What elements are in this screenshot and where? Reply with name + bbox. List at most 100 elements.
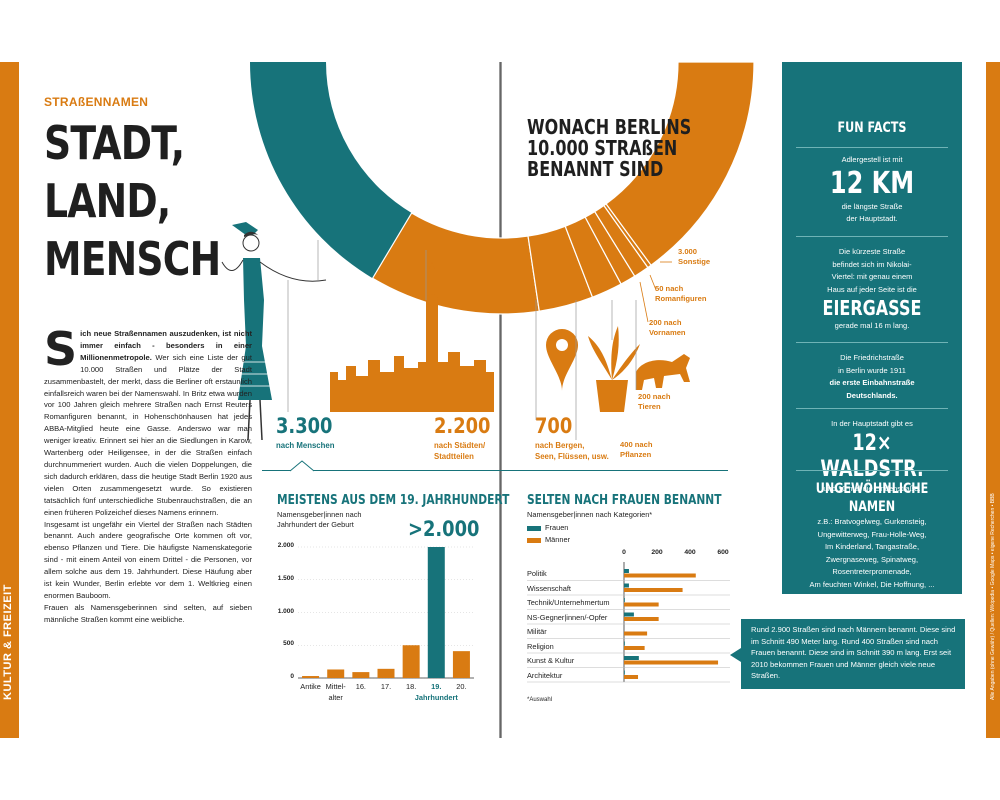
fact-longest-value: 12 KM: [829, 165, 915, 201]
century-xtick: Antike: [300, 682, 321, 691]
century-ytick: 500: [283, 640, 294, 648]
donut-title-line: BENANNT SIND: [527, 157, 664, 181]
stat-novel-label: 50 nach Romanfiguren: [655, 284, 707, 303]
century-ytick: 2.000: [277, 542, 294, 549]
title-line-3: MENSCH: [44, 232, 221, 286]
women-xtick: 200: [651, 549, 663, 556]
donut-title: WONACH BERLINS 10.000 STRAßEN BENANNT SI…: [527, 117, 691, 180]
divider-notch: [290, 460, 315, 472]
women-bar: [624, 583, 629, 588]
women-bar: [624, 670, 625, 675]
legend-label-women: Frauen: [545, 523, 569, 532]
women-category-label: Technik/Unternehmertum: [527, 598, 610, 607]
animal-icon: [636, 354, 690, 390]
woman-illustration: [221, 222, 327, 441]
drop-cap: S: [44, 322, 78, 376]
men-bar: [624, 660, 719, 665]
section-divider: [262, 470, 728, 471]
century-xtick: 16.: [355, 682, 366, 691]
men-bar: [624, 573, 696, 578]
women-chart-subtitle: Namensgeber|innen nach Kategorien*: [527, 510, 653, 519]
women-xtick: 400: [684, 549, 696, 556]
fact-longest: Adlergestell ist mit 12 KM die längste S…: [782, 154, 962, 226]
fact-waldstr: In der Hauptstadt gibt es 12× WALDSTR. u…: [782, 418, 962, 495]
body-paragraph-3: Frauen als Namensgeberinnen sind selten,…: [44, 602, 252, 624]
men-bar: [624, 617, 659, 621]
body-paragraph-1: Wer sich eine Liste der gut 10.000 Straß…: [44, 352, 252, 517]
century-bar: [302, 676, 320, 678]
women-xtick: 600: [717, 549, 729, 556]
donut-title-line: WONACH BERLINS: [527, 115, 692, 139]
stat-firstnames-label: 200 nach Vornamen: [649, 318, 686, 337]
fact-shortest: Die kürzeste Straße befindet sich im Nik…: [782, 246, 962, 333]
location-pin-icon: [546, 329, 578, 391]
stat-people-label: nach Menschen: [276, 441, 335, 450]
left-accent-bar: [0, 62, 19, 738]
women-bar: [624, 612, 634, 617]
women-chart-title: SELTEN NACH FRAUEN BENANNT: [527, 493, 722, 508]
women-xtick: 0: [622, 549, 626, 556]
stat-people-value: 3.300: [276, 414, 333, 438]
century-bar: [377, 668, 395, 678]
fun-facts-title: FUN FACTS: [837, 120, 907, 136]
men-bar: [624, 646, 645, 650]
stat-nature-value: 700: [535, 414, 573, 438]
century-xtick: 17.: [380, 682, 392, 691]
men-bar: [624, 631, 648, 636]
fun-facts-box: FUN FACTS Adlergestell ist mit 12 KM die…: [782, 62, 962, 594]
women-category-label: Militär: [527, 627, 547, 636]
century-ytick: 1.000: [277, 607, 294, 615]
stat-cities-value: 2.200: [434, 414, 491, 438]
stat-plants-label: 400 nach Pflanzen: [620, 440, 653, 459]
century-chart-title: MEISTENS AUS DEM 19. JAHRHUNDERT: [277, 493, 510, 508]
stat-other-label: 3.000 Sonstige: [678, 247, 711, 266]
title-line-1: STADT,: [44, 116, 185, 170]
article-kicker: STRAßENNAMEN: [44, 95, 149, 109]
plant-icon: [588, 326, 640, 412]
women-bar: [624, 641, 625, 646]
women-category-label: NS-Gegner|innen/-Opfer: [527, 612, 608, 622]
century-bar: [327, 669, 345, 678]
small-leaders: [639, 261, 672, 323]
men-bar: [624, 588, 683, 592]
century-bar: [427, 547, 445, 678]
century-xtick: 18.: [406, 682, 417, 691]
fact-waldstr-value: 12× WALDSTR.: [820, 430, 924, 482]
century-highlight: >2.000: [408, 517, 480, 541]
century-bar: [402, 645, 420, 678]
century-xtick: 20.: [456, 682, 467, 691]
leader-lines: [287, 240, 637, 440]
century-chart-subtitle: Namensgeber|innen nach Jahrhundert der Ge…: [277, 510, 362, 529]
callout-box: Rund 2.900 Straßen sind nach Männern ben…: [741, 619, 965, 689]
fact-unusual-title: UNGEWÖHNLICHE NAMEN: [815, 481, 929, 515]
body-paragraph-2: Insgesamt ist ungefähr ein Viertel der S…: [44, 519, 252, 600]
stat-animals-label: 200 nach Tieren: [638, 392, 671, 411]
fun-facts-divider: [796, 147, 948, 148]
women-bar: [624, 598, 625, 602]
women-category-label: Politik: [527, 569, 547, 578]
women-bar: [624, 569, 629, 573]
women-category-label: Religion: [527, 641, 554, 651]
century-ytick: 0: [290, 673, 294, 680]
tower-ball-icon: [426, 294, 438, 306]
right-accent-bar: [986, 62, 1000, 738]
fact-shortest-value: EIERGASSE: [822, 296, 922, 320]
fact-oneway: Die Friedrichstraße in Berlin wurde 1911…: [829, 353, 915, 400]
legend-swatch-men: [527, 537, 541, 543]
men-bar: [624, 675, 639, 679]
women-footnote: *Auswahl: [527, 697, 553, 703]
women-legend: Frauen Männer: [527, 522, 570, 546]
donut-segment-1: [250, 62, 412, 279]
stat-cities-label: nach Städten/Stadtteilen: [434, 441, 486, 461]
century-bar: [352, 672, 370, 678]
women-bar: [624, 656, 639, 660]
legend-swatch-women: [527, 525, 541, 531]
legend-label-men: Männer: [545, 535, 571, 544]
callout-arrow: [730, 648, 741, 662]
century-ytick: 1.500: [277, 574, 294, 582]
women-category-label: Architektur: [527, 670, 563, 680]
